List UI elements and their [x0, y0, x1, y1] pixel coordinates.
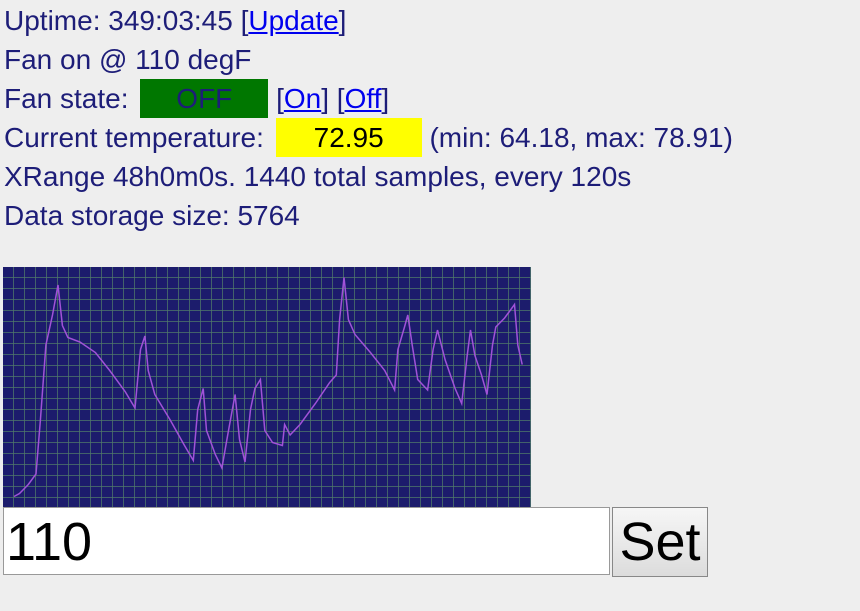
bracket: ] [ [321, 83, 345, 114]
bracket: ] [338, 5, 347, 36]
fan-state-line: Fan state: OFF [On] [Off] [4, 79, 389, 118]
uptime: Uptime: 349:03:45 [ [4, 5, 249, 36]
temperature-label: Current temperature: [4, 122, 264, 153]
temperature-line [13, 277, 523, 498]
storage: Data storage size: 5764 [4, 200, 300, 231]
bracket: [ [276, 83, 284, 114]
chart [3, 267, 531, 507]
bracket: ] [381, 83, 390, 114]
temperature-line: Current temperature: 72.95 (min: 64.18, … [4, 118, 733, 157]
temperature-value: 72.95 [275, 118, 422, 157]
temperature-range: (min: 64.18, max: 78.91) [429, 122, 733, 153]
uptime-line: Uptime: 349:03:45 [Update] [4, 1, 346, 40]
fan-on: Fan on @ 110 degF [4, 44, 252, 75]
off-link[interactable]: Off [344, 83, 382, 114]
grid [3, 267, 531, 507]
set-button[interactable]: Set [612, 507, 708, 577]
fan-state-label: Fan state: [4, 83, 129, 114]
fan-state: OFF [140, 79, 269, 118]
temperature-input[interactable]: 110 [3, 507, 610, 575]
xrange: XRange 48h0m0s. 1440 total samples, ever… [4, 161, 632, 192]
update-link[interactable]: Update [248, 5, 339, 36]
on-link[interactable]: On [283, 83, 322, 114]
